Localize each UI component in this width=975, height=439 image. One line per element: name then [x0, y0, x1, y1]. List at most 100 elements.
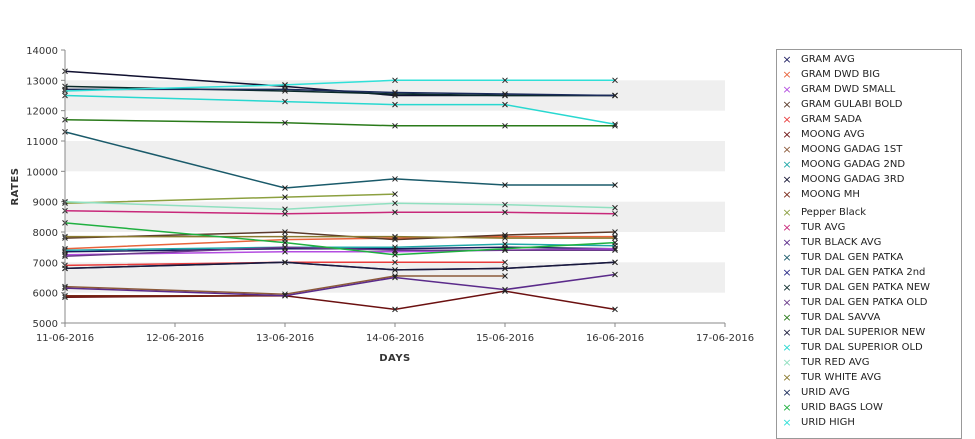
- legend-marker-icon: ×: [782, 158, 792, 171]
- data-point: [282, 119, 288, 126]
- legend-item: × TUR DAL GEN PATKA NEW: [777, 280, 961, 295]
- series-layer: [62, 68, 618, 313]
- legend-label: MOONG GADAG 1ST: [801, 144, 903, 155]
- data-point: [392, 209, 398, 216]
- y-tick-label: 5000: [33, 319, 58, 330]
- legend-label: TUR RED AVG: [801, 357, 870, 368]
- legend-marker-icon: ×: [782, 53, 792, 66]
- y-tick-label: 13000: [26, 76, 58, 87]
- data-point: [282, 239, 288, 246]
- legend-label: GRAM AVG: [801, 54, 855, 65]
- legend-item: × TUR BLACK AVG: [777, 235, 961, 250]
- x-axis-ticks: 11-06-2016 12-06-2016 13-06-2016 14-06-2016…: [36, 323, 754, 344]
- y-axis-title: RATES: [10, 167, 21, 205]
- legend-marker-icon: ×: [782, 251, 792, 264]
- y-tick-label: 10000: [26, 167, 58, 178]
- legend-label: TUR BLACK AVG: [801, 237, 882, 248]
- legend-item: × GRAM DWD SMALL: [777, 82, 961, 97]
- legend: × GRAM AVG × GRAM DWD BIG × GRAM DWD SMALL × GR…: [776, 49, 962, 439]
- data-point: [282, 98, 288, 105]
- y-tick-label: 6000: [33, 289, 58, 300]
- x-tick-label: 11-06-2016: [36, 333, 94, 344]
- legend-label: URID AVG: [801, 387, 850, 398]
- legend-item: × MOONG MH: [777, 187, 961, 202]
- legend-label: MOONG GADAG 2ND: [801, 159, 906, 170]
- data-point: [612, 259, 618, 266]
- data-point: [282, 210, 288, 217]
- data-point: [612, 210, 618, 217]
- legend-label: TUR DAL SAVVA: [801, 312, 881, 323]
- y-tick-label: 8000: [33, 228, 58, 239]
- legend-marker-icon: ×: [782, 311, 792, 324]
- x-tick-label: 12-06-2016: [146, 333, 204, 344]
- legend-item: × URID HIGH: [777, 415, 961, 430]
- grid-bands: [65, 80, 725, 293]
- data-point: [612, 235, 618, 241]
- legend-label: TUR WHITE AVG: [801, 372, 882, 383]
- data-point: [612, 77, 618, 84]
- data-point: [502, 245, 508, 252]
- data-point: [392, 101, 398, 108]
- x-tick-label: 15-06-2016: [476, 333, 534, 344]
- data-point: [392, 247, 398, 254]
- data-point: [282, 244, 288, 251]
- legend-marker-icon: ×: [782, 113, 792, 126]
- y-axis-ticks: 5000 6000 7000 8000 9000 10000 11000 12000 13000…: [26, 46, 65, 330]
- legend-label: TUR DAL GEN PATKA OLD: [801, 297, 928, 308]
- legend-item: × URID AVG: [777, 385, 961, 400]
- legend-marker-icon: ×: [782, 296, 792, 309]
- data-point: [392, 191, 398, 197]
- legend-marker-icon: ×: [782, 221, 792, 234]
- data-point: [612, 247, 618, 254]
- legend-item: × URID BAGS LOW: [777, 400, 961, 415]
- legend-item: × Pepper Black: [777, 205, 961, 220]
- legend-item: × GRAM DWD BIG: [777, 67, 961, 82]
- legend-item: × TUR RED AVG: [777, 355, 961, 370]
- legend-label: TUR DAL GEN PATKA: [801, 252, 904, 263]
- series-18: [62, 259, 618, 273]
- data-point: [392, 233, 398, 240]
- series-23: [62, 220, 618, 258]
- data-point: [502, 209, 508, 216]
- data-point: [502, 101, 508, 108]
- legend-marker-icon: ×: [782, 173, 792, 186]
- x-tick-label: 17-06-2016: [696, 333, 754, 344]
- legend-item: × TUR WHITE AVG: [777, 370, 961, 385]
- legend-marker-icon: ×: [782, 188, 792, 201]
- x-tick-label: 14-06-2016: [366, 333, 424, 344]
- x-axis-title: DAYS: [379, 353, 411, 364]
- data-point: [612, 182, 618, 188]
- legend-marker-icon: ×: [782, 98, 792, 111]
- legend-label: TUR DAL GEN PATKA 2nd: [801, 267, 926, 278]
- legend-label: TUR AVG: [801, 222, 846, 233]
- legend-marker-icon: ×: [782, 68, 792, 81]
- data-point: [502, 241, 508, 247]
- data-point: [282, 82, 288, 88]
- grid-band: [65, 141, 725, 172]
- legend-item: × TUR DAL SUPERIOR OLD: [777, 340, 961, 355]
- legend-marker-icon: ×: [782, 326, 792, 339]
- legend-marker-icon: ×: [782, 206, 792, 219]
- data-point: [282, 194, 288, 200]
- data-point: [282, 248, 288, 255]
- x-tick-label: 16-06-2016: [586, 333, 644, 344]
- legend-item: × MOONG GADAG 3RD: [777, 172, 961, 187]
- legend-item: × GRAM SADA: [777, 112, 961, 127]
- data-point: [392, 251, 398, 258]
- legend-marker-icon: ×: [782, 416, 792, 429]
- data-point: [282, 86, 288, 93]
- legend-label: URID HIGH: [801, 417, 855, 428]
- data-point: [502, 235, 508, 241]
- data-point: [502, 259, 508, 266]
- series-line: [64, 261, 505, 267]
- data-point: [502, 91, 508, 97]
- legend-marker-icon: ×: [782, 143, 792, 156]
- series-24: [62, 77, 618, 94]
- series-line: [64, 119, 615, 127]
- data-point: [502, 265, 508, 272]
- legend-marker-icon: ×: [782, 281, 792, 294]
- legend-label: TUR DAL SUPERIOR OLD: [801, 342, 923, 353]
- series-22: [62, 86, 618, 99]
- legend-item: × TUR AVG: [777, 220, 961, 235]
- legend-marker-icon: ×: [782, 266, 792, 279]
